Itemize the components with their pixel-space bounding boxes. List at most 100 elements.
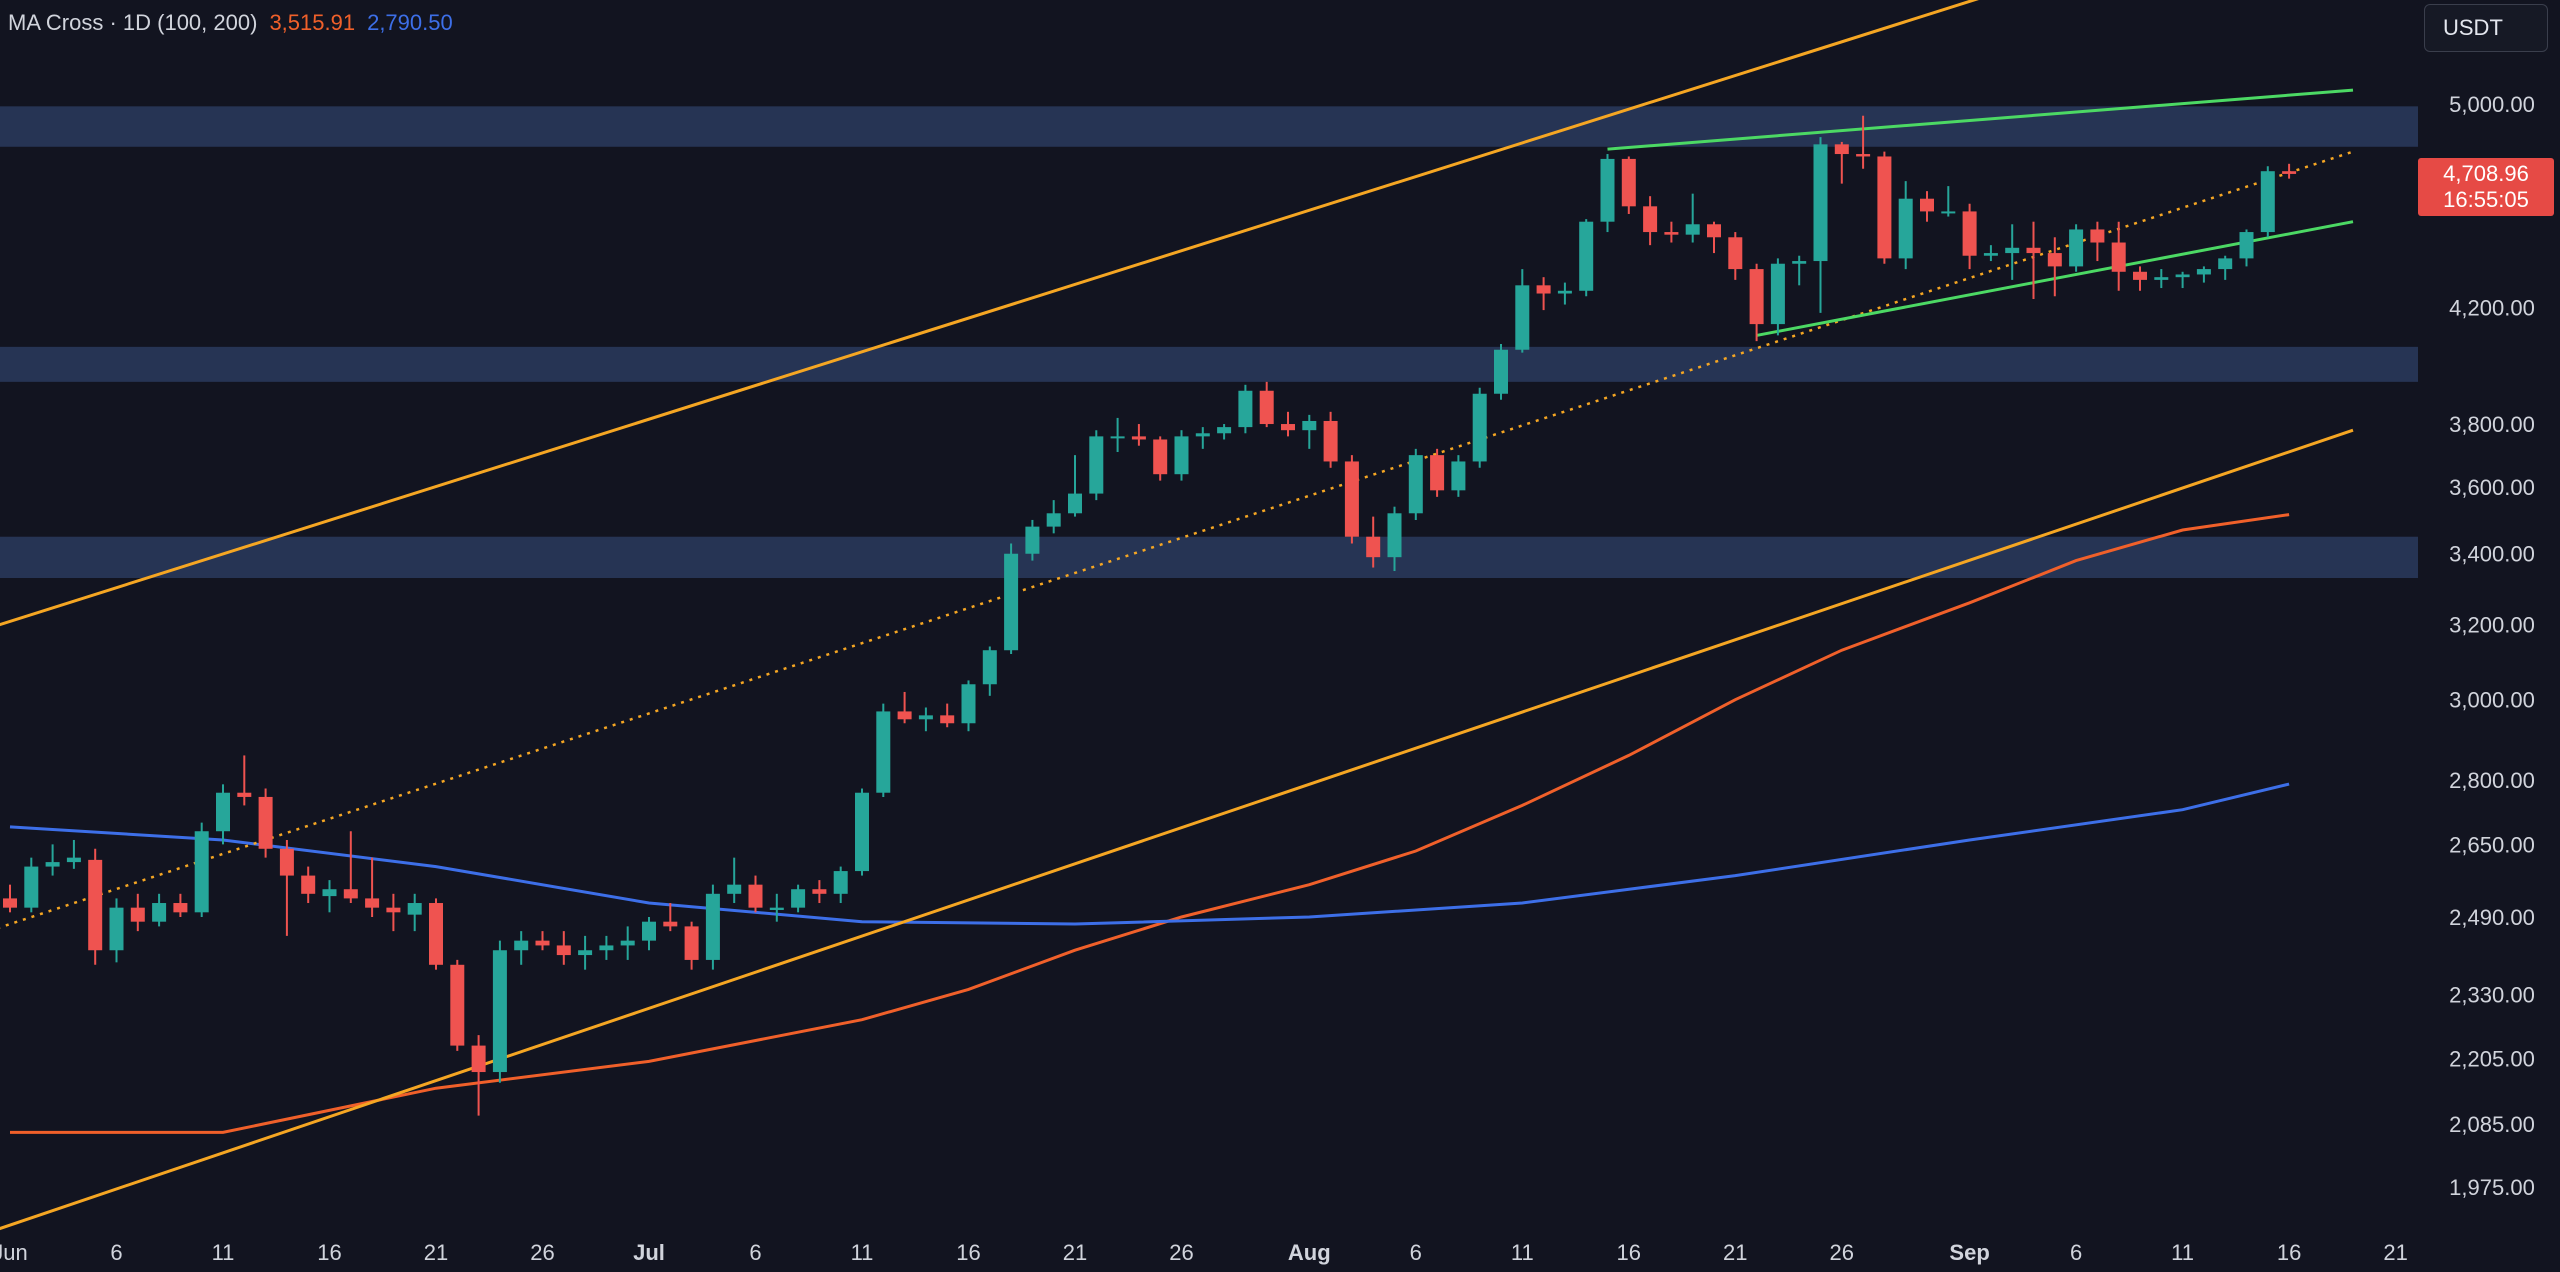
candle-body bbox=[918, 715, 933, 720]
price-axis[interactable]: 5,000.00 4,200.00 3,800.00 3,600.00 3,400.00… bbox=[2449, 92, 2535, 1200]
candle-body bbox=[2005, 247, 2020, 254]
time-tick-label: Sep bbox=[1949, 1240, 1989, 1265]
candle bbox=[365, 857, 380, 917]
candle bbox=[940, 703, 955, 728]
candle-body bbox=[727, 884, 742, 894]
candle-body bbox=[1110, 436, 1125, 439]
candle bbox=[492, 940, 507, 1083]
candle-body bbox=[386, 907, 401, 913]
candle-body bbox=[1430, 455, 1445, 491]
candle bbox=[1344, 455, 1359, 544]
currency-button[interactable]: USDT bbox=[2424, 4, 2548, 52]
candle-body bbox=[1089, 436, 1104, 494]
price-tick-label: 3,200.00 bbox=[2449, 612, 2535, 637]
price-tick-label: 3,400.00 bbox=[2449, 542, 2535, 567]
candle-body bbox=[1515, 285, 1530, 350]
candle-body bbox=[556, 945, 571, 956]
candle-body bbox=[322, 889, 337, 897]
candle bbox=[450, 959, 465, 1051]
candle-body bbox=[1898, 198, 1913, 259]
candle-body bbox=[1408, 455, 1423, 514]
candle-body bbox=[1728, 237, 1743, 270]
candle-body bbox=[492, 950, 507, 1073]
candle bbox=[109, 898, 124, 963]
candle bbox=[812, 880, 827, 904]
candle-body bbox=[173, 903, 188, 913]
candle bbox=[1366, 516, 1381, 568]
candle-body bbox=[982, 650, 997, 685]
candle-body bbox=[194, 831, 209, 913]
time-axis[interactable]: Jun 6 11 16 21 26 Jul 6 11 16 21 26 Aug 6 11 16 21 26 Sep 6… bbox=[0, 1240, 2408, 1265]
candle bbox=[2069, 224, 2084, 272]
candle bbox=[1195, 427, 1210, 449]
candle bbox=[1068, 455, 1082, 517]
candle bbox=[152, 893, 167, 927]
candle bbox=[386, 893, 401, 932]
candle bbox=[1557, 282, 1572, 305]
candle-body bbox=[216, 792, 230, 832]
channel-upper-line bbox=[0, 0, 1979, 627]
indicator-legend[interactable]: MA Cross · 1D (100, 200) 3,515.91 2,790.… bbox=[8, 10, 453, 36]
time-tick-label: 21 bbox=[424, 1240, 448, 1265]
candle bbox=[1898, 181, 1913, 270]
candle-body bbox=[2260, 171, 2275, 233]
candle-body bbox=[1557, 290, 1572, 294]
last-price: 4,708.96 bbox=[2443, 161, 2529, 186]
candle-body bbox=[1707, 224, 1721, 238]
candle bbox=[2154, 269, 2169, 289]
candle bbox=[1600, 154, 1615, 233]
candle bbox=[897, 691, 912, 724]
candle-body bbox=[24, 866, 39, 908]
price-tick-label: 2,490.00 bbox=[2449, 905, 2535, 930]
candle-body bbox=[301, 875, 316, 894]
candle-body bbox=[2090, 229, 2105, 243]
candle-body bbox=[471, 1045, 486, 1073]
candle bbox=[727, 857, 742, 904]
moving-averages bbox=[9, 513, 2290, 1134]
candle bbox=[1025, 519, 1040, 561]
candle bbox=[833, 866, 848, 904]
candle-body bbox=[812, 889, 827, 894]
candle-body bbox=[130, 907, 145, 922]
candle-body bbox=[769, 907, 784, 910]
candle bbox=[1131, 424, 1146, 446]
candle bbox=[1110, 417, 1125, 452]
time-tick-label: 6 bbox=[749, 1240, 761, 1265]
time-tick-label: Jul bbox=[633, 1240, 665, 1265]
candle-body bbox=[1536, 285, 1551, 294]
candle bbox=[1962, 203, 1977, 270]
candle-body bbox=[237, 792, 252, 797]
time-tick-label: 16 bbox=[317, 1240, 341, 1265]
candle bbox=[769, 893, 784, 922]
candle-body bbox=[1068, 493, 1082, 514]
candle-body bbox=[279, 848, 294, 876]
candle-body bbox=[343, 889, 358, 899]
candle bbox=[514, 931, 529, 965]
candle-body bbox=[45, 862, 60, 867]
candle-body bbox=[684, 926, 699, 960]
time-tick-label: 26 bbox=[530, 1240, 554, 1265]
candle bbox=[1685, 193, 1700, 243]
candle-body bbox=[514, 940, 529, 951]
candle-body bbox=[1983, 253, 1998, 256]
candle bbox=[1579, 219, 1594, 297]
candle bbox=[173, 893, 188, 917]
candle bbox=[1941, 186, 1956, 217]
candle-body bbox=[365, 898, 380, 908]
candle bbox=[258, 788, 273, 858]
candle bbox=[620, 926, 635, 960]
candle bbox=[1472, 387, 1487, 468]
candle-body bbox=[2133, 271, 2147, 280]
candle-body bbox=[88, 859, 103, 951]
candle-body bbox=[1877, 156, 1892, 259]
candle bbox=[1217, 424, 1232, 440]
candle-body bbox=[1131, 436, 1146, 440]
candle-body bbox=[791, 889, 806, 908]
candle-body bbox=[2069, 229, 2084, 267]
candle bbox=[1174, 430, 1189, 481]
candle bbox=[2218, 255, 2233, 280]
candle bbox=[66, 839, 81, 869]
candle-body bbox=[1792, 261, 1807, 264]
time-tick-label: 26 bbox=[1169, 1240, 1193, 1265]
